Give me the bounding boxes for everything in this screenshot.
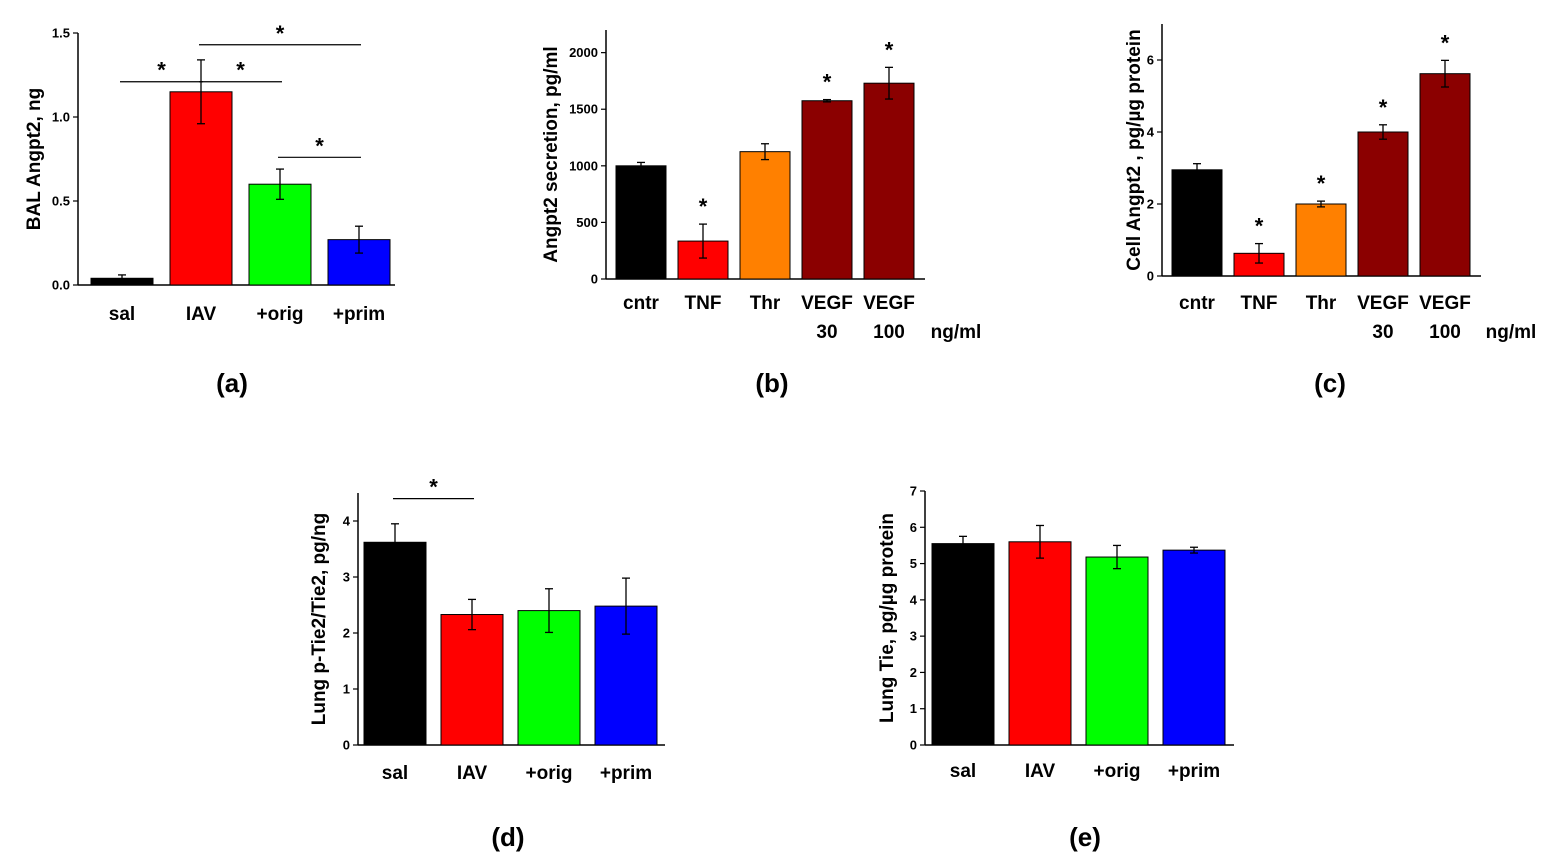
bar-sal xyxy=(363,541,427,746)
significance-star: * xyxy=(823,70,832,95)
y-tick-label: 3 xyxy=(910,629,917,644)
bar-iav xyxy=(1008,541,1072,746)
y-axis-title: Angpt2 secretion, pg/ml xyxy=(541,46,562,262)
y-tick-label: 0 xyxy=(343,738,350,753)
significance-star: * xyxy=(157,58,166,83)
y-tick-label: 4 xyxy=(910,592,918,607)
x-category-label: +prim xyxy=(333,304,385,325)
bar--prim xyxy=(1162,549,1226,746)
y-axis-title: Lung p-Tie2/Tie2, pg/ng xyxy=(309,513,330,726)
y-tick-label: 1.5 xyxy=(52,26,70,41)
y-tick-label: 5 xyxy=(910,556,917,571)
bar-cntr xyxy=(615,165,667,280)
y-tick-label: 6 xyxy=(910,520,917,535)
significance-star: * xyxy=(1379,95,1388,120)
y-tick-label: 0 xyxy=(910,738,917,753)
y-tick-label: 6 xyxy=(1147,53,1154,68)
x-category-label: +prim xyxy=(1168,761,1220,782)
significance-star: * xyxy=(699,194,708,219)
y-tick-label: 1 xyxy=(910,701,917,716)
bar--orig xyxy=(1085,556,1149,746)
x-category-label: TNF xyxy=(685,293,722,314)
x-category-label: sal xyxy=(109,304,135,325)
bar-cntr xyxy=(1171,169,1223,277)
x-category-label: Thr xyxy=(750,293,781,314)
x-category-label: 100 xyxy=(873,322,905,343)
y-tick-label: 1 xyxy=(343,682,350,697)
y-tick-label: 0 xyxy=(1147,269,1154,284)
x-unit-label: ng/ml xyxy=(1486,322,1537,343)
significance-star: * xyxy=(885,37,894,62)
significance-star: * xyxy=(1317,171,1326,196)
panel-label: (a) xyxy=(216,368,248,398)
x-category-label: 30 xyxy=(816,322,837,343)
x-category-label: TNF xyxy=(1241,293,1278,314)
panel-label: (b) xyxy=(755,368,788,398)
x-category-label: cntr xyxy=(1179,293,1216,314)
bar-thr xyxy=(1295,203,1347,277)
x-unit-label: ng/ml xyxy=(931,322,982,343)
chart-panel-1: 0.0 0.5 1.0 1.5 sal IAV +orig +prim BAL Angpt2, … xyxy=(24,21,395,398)
x-category-label: IAV xyxy=(186,304,217,325)
x-category-label: sal xyxy=(950,761,976,782)
bar-vegf-100 xyxy=(863,82,915,280)
y-tick-label: 4 xyxy=(1147,125,1155,140)
y-tick-label: 0 xyxy=(591,272,598,287)
x-category-label: +orig xyxy=(526,763,573,784)
chart-panel-3: 0 2 4 6 cntr TNF Thr VEGF 30 VEGF 100 ng/ml Cell Ang… xyxy=(1124,24,1536,398)
y-axis-title: Cell Angpt2 , pg/µg protein xyxy=(1124,29,1145,270)
panel-label: (e) xyxy=(1069,822,1101,852)
x-category-label: Thr xyxy=(1306,293,1337,314)
x-category-label: VEGF xyxy=(863,293,915,314)
panel-label: (d) xyxy=(491,822,524,852)
bar-sal xyxy=(931,543,995,746)
bar-iav xyxy=(440,614,504,746)
y-tick-label: 1500 xyxy=(569,102,598,117)
chart-panel-5: 0 1 2 3 4 5 6 7 sal IAV +orig +prim Lung Tie, pg/µg … xyxy=(877,484,1234,852)
y-tick-label: 500 xyxy=(576,215,598,230)
significance-star: * xyxy=(315,133,324,158)
bar-vegf-30 xyxy=(1357,131,1409,277)
chart-panel-4: 0 1 2 3 4 sal IAV +orig +prim Lung p-Tie2/Tie2, p… xyxy=(309,475,665,852)
y-tick-label: 7 xyxy=(910,484,917,499)
x-category-label: +orig xyxy=(1094,761,1141,782)
x-category-label: 30 xyxy=(1372,322,1393,343)
y-axis-title: BAL Angpt2, ng xyxy=(24,88,45,230)
panel-label: (c) xyxy=(1314,368,1346,398)
y-tick-label: 2 xyxy=(910,665,917,680)
x-category-label: VEGF xyxy=(801,293,853,314)
x-category-label: +orig xyxy=(257,304,304,325)
x-category-label: IAV xyxy=(457,763,488,784)
x-category-label: cntr xyxy=(623,293,660,314)
y-tick-label: 2 xyxy=(1147,197,1154,212)
y-tick-label: 1000 xyxy=(569,158,598,173)
significance-star: * xyxy=(429,475,438,500)
x-category-label: sal xyxy=(382,763,408,784)
y-tick-label: 4 xyxy=(343,514,351,529)
x-category-label: +prim xyxy=(600,763,652,784)
y-tick-label: 2 xyxy=(343,626,350,641)
y-tick-label: 3 xyxy=(343,570,350,585)
bar-vegf-100 xyxy=(1419,73,1471,277)
x-category-label: IAV xyxy=(1025,761,1056,782)
y-tick-label: 1.0 xyxy=(52,110,70,125)
y-tick-label: 0.5 xyxy=(52,194,70,209)
significance-star: * xyxy=(1441,30,1450,55)
x-category-label: VEGF xyxy=(1357,293,1409,314)
y-tick-label: 2000 xyxy=(569,45,598,60)
chart-panel-2: 0 500 1000 1500 2000 cntr TNF Thr VEGF 30 VEGF 100 n… xyxy=(541,30,981,398)
y-axis-title: Lung Tie, pg/µg protein xyxy=(877,513,898,723)
x-category-label: 100 xyxy=(1429,322,1461,343)
significance-star: * xyxy=(276,21,285,46)
bar-thr xyxy=(739,151,791,280)
significance-star: * xyxy=(1255,214,1264,239)
significance-star: * xyxy=(236,58,245,83)
x-category-label: VEGF xyxy=(1419,293,1471,314)
bar-vegf-30 xyxy=(801,100,853,280)
y-tick-label: 0.0 xyxy=(52,278,70,293)
